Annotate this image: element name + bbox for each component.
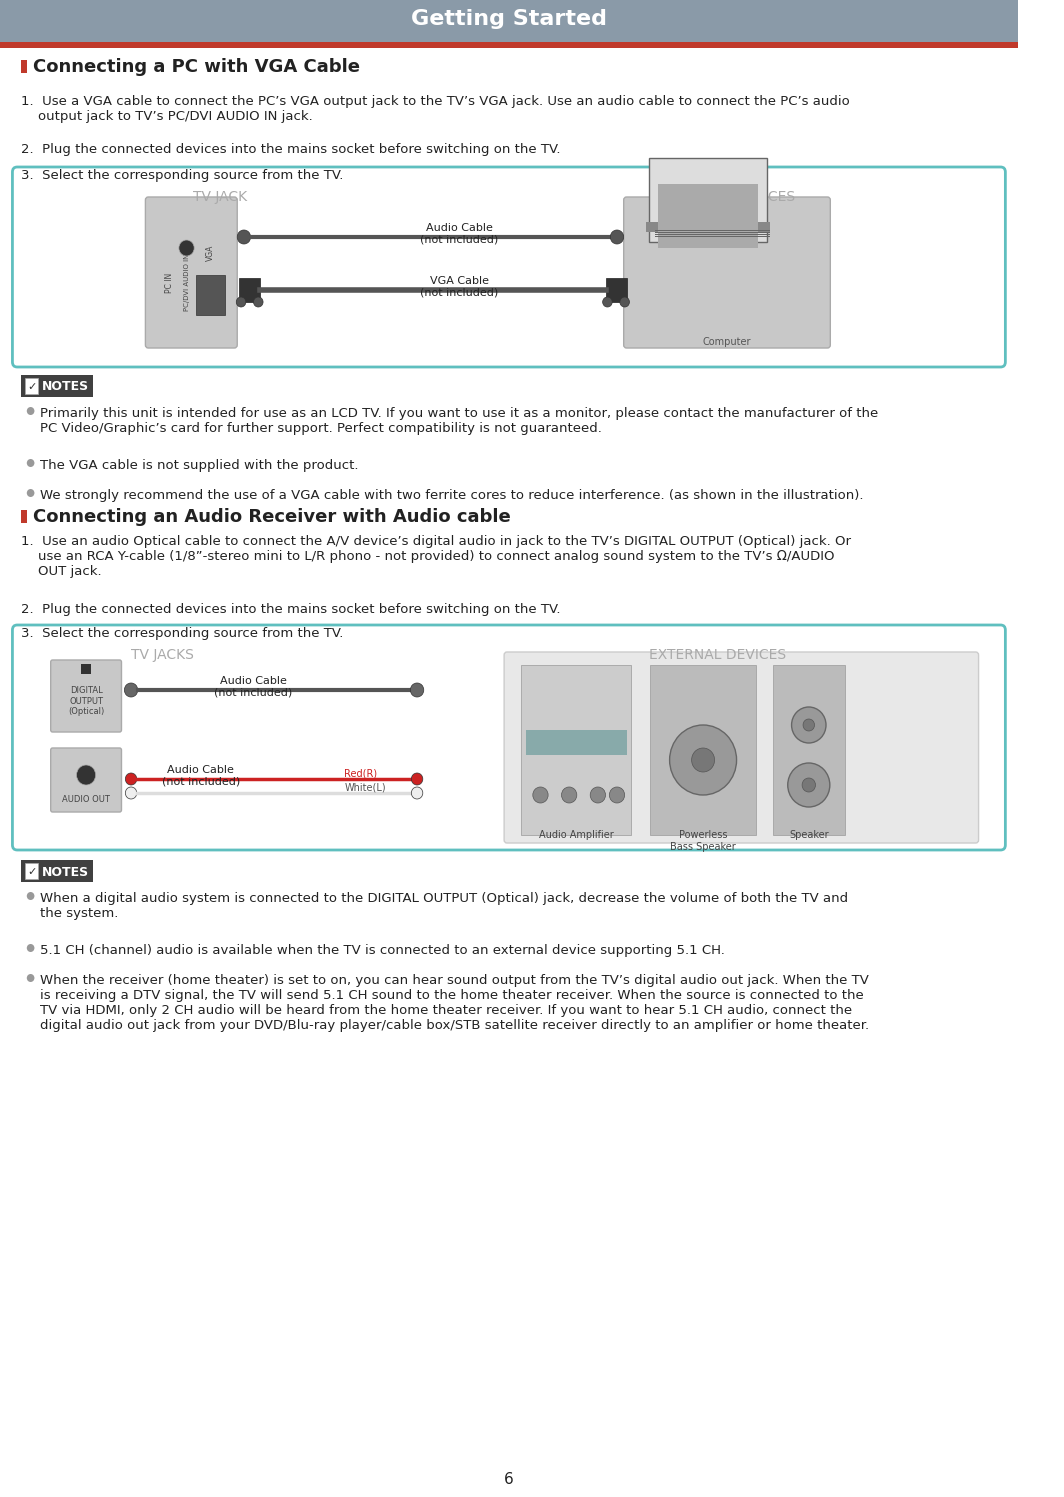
Circle shape: [27, 945, 34, 952]
Bar: [24, 862, 38, 879]
Bar: [650, 665, 755, 835]
Text: TV JACK: TV JACK: [193, 190, 247, 204]
Circle shape: [237, 231, 251, 244]
Text: EXTERNAL DEVICES: EXTERNAL DEVICES: [659, 190, 796, 204]
FancyBboxPatch shape: [51, 748, 121, 811]
Bar: [21, 376, 93, 397]
FancyBboxPatch shape: [146, 198, 237, 347]
Circle shape: [602, 296, 612, 307]
Bar: [21, 859, 93, 882]
Text: TV JACKS: TV JACKS: [131, 648, 194, 662]
FancyBboxPatch shape: [624, 198, 830, 347]
Circle shape: [669, 725, 736, 795]
Bar: [24, 379, 38, 394]
Bar: [521, 665, 631, 835]
Circle shape: [27, 407, 34, 415]
Circle shape: [27, 490, 34, 497]
Circle shape: [611, 231, 624, 244]
FancyBboxPatch shape: [649, 159, 767, 243]
Circle shape: [412, 772, 422, 784]
Circle shape: [802, 778, 815, 792]
Text: When the receiver (home theater) is set to on, you can hear sound output from th: When the receiver (home theater) is set …: [40, 975, 869, 1031]
Circle shape: [803, 719, 815, 731]
Bar: [239, 278, 261, 302]
Circle shape: [412, 787, 422, 799]
Text: Connecting a PC with VGA Cable: Connecting a PC with VGA Cable: [33, 58, 360, 76]
Circle shape: [27, 460, 34, 467]
Text: 3.  Select the corresponding source from the TV.: 3. Select the corresponding source from …: [21, 169, 344, 183]
Text: PC/DVI AUDIO IN: PC/DVI AUDIO IN: [183, 254, 189, 311]
Text: 5.1 CH (channel) audio is available when the TV is connected to an external devi: 5.1 CH (channel) audio is available when…: [40, 945, 725, 957]
Bar: [21, 60, 27, 73]
Circle shape: [533, 787, 548, 802]
Circle shape: [179, 240, 195, 256]
Circle shape: [27, 975, 34, 982]
Text: NOTES: NOTES: [43, 380, 89, 394]
Text: 1.  Use a VGA cable to connect the PC’s VGA output jack to the TV’s VGA jack. Us: 1. Use a VGA cable to connect the PC’s V…: [21, 94, 850, 123]
Bar: [659, 184, 758, 249]
Circle shape: [253, 296, 263, 307]
Text: The VGA cable is not supplied with the product.: The VGA cable is not supplied with the p…: [40, 460, 359, 472]
Text: Audio Cable
(not included): Audio Cable (not included): [162, 765, 240, 786]
Text: ✓: ✓: [27, 867, 36, 877]
Text: Powerless
Bass Speaker: Powerless Bass Speaker: [670, 829, 736, 852]
Bar: [0, 42, 1018, 48]
FancyBboxPatch shape: [0, 0, 1018, 42]
Text: AUDIO OUT: AUDIO OUT: [62, 795, 110, 804]
Circle shape: [27, 892, 34, 900]
Circle shape: [562, 787, 577, 802]
Text: Speaker: Speaker: [789, 829, 829, 840]
Circle shape: [126, 787, 137, 799]
Bar: [196, 275, 225, 314]
Text: VGA Cable
(not included): VGA Cable (not included): [420, 275, 498, 298]
Bar: [605, 278, 627, 302]
Text: DIGITAL
OUTPUT
(Optical): DIGITAL OUTPUT (Optical): [68, 686, 104, 716]
Text: Getting Started: Getting Started: [411, 9, 606, 28]
Circle shape: [620, 296, 630, 307]
Bar: [81, 665, 90, 674]
FancyBboxPatch shape: [13, 626, 1005, 850]
Text: 2.  Plug the connected devices into the mains socket before switching on the TV.: 2. Plug the connected devices into the m…: [21, 144, 561, 156]
Text: PC IN: PC IN: [165, 272, 173, 292]
Circle shape: [792, 707, 826, 743]
Bar: [646, 222, 770, 232]
FancyBboxPatch shape: [51, 660, 121, 732]
Text: Audio Amplifier: Audio Amplifier: [539, 829, 614, 840]
Circle shape: [124, 683, 137, 698]
Bar: [21, 510, 27, 522]
Text: We strongly recommend the use of a VGA cable with two ferrite cores to reduce in: We strongly recommend the use of a VGA c…: [40, 490, 864, 501]
Text: Audio Cable
(not included): Audio Cable (not included): [420, 223, 498, 244]
Text: 1.  Use an audio Optical cable to connect the A/V device’s digital audio in jack: 1. Use an audio Optical cable to connect…: [21, 534, 851, 578]
FancyBboxPatch shape: [504, 653, 979, 843]
Circle shape: [77, 765, 96, 784]
Text: Red(R): Red(R): [345, 768, 378, 778]
Circle shape: [591, 787, 605, 802]
Text: 3.  Select the corresponding source from the TV.: 3. Select the corresponding source from …: [21, 627, 344, 641]
Circle shape: [692, 748, 715, 772]
Text: ✓: ✓: [27, 382, 36, 392]
Text: EXTERNAL DEVICES: EXTERNAL DEVICES: [649, 648, 786, 662]
Text: 2.  Plug the connected devices into the mains socket before switching on the TV.: 2. Plug the connected devices into the m…: [21, 603, 561, 615]
Circle shape: [411, 683, 423, 698]
Bar: [772, 665, 845, 835]
Text: When a digital audio system is connected to the DIGITAL OUTPUT (Optical) jack, d: When a digital audio system is connected…: [40, 892, 848, 921]
Text: Connecting an Audio Receiver with Audio cable: Connecting an Audio Receiver with Audio …: [33, 507, 511, 525]
Text: Audio Cable
(not included): Audio Cable (not included): [214, 677, 293, 698]
Circle shape: [126, 772, 137, 784]
Text: Computer: Computer: [702, 337, 751, 347]
Text: White(L): White(L): [345, 781, 386, 792]
Circle shape: [236, 296, 246, 307]
Text: VGA: VGA: [206, 244, 215, 260]
Text: Primarily this unit is intended for use as an LCD TV. If you want to use it as a: Primarily this unit is intended for use …: [40, 407, 879, 436]
Circle shape: [610, 787, 625, 802]
FancyBboxPatch shape: [13, 168, 1005, 367]
Text: NOTES: NOTES: [43, 865, 89, 879]
Text: 6: 6: [504, 1473, 514, 1488]
Circle shape: [787, 763, 830, 807]
Bar: [526, 731, 627, 754]
